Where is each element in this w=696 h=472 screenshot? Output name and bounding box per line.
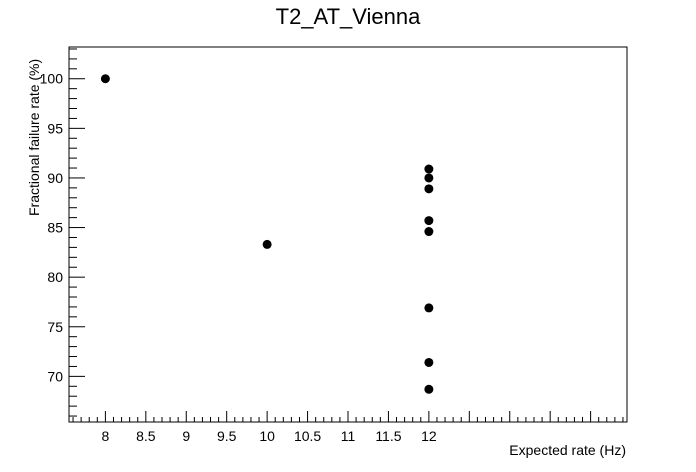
- x-tick-label: 11: [341, 428, 356, 444]
- x-tick-label: 11.5: [375, 428, 401, 444]
- x-tick-label: 9: [182, 428, 190, 444]
- data-point: [100, 74, 110, 84]
- y-tick-label: 75: [47, 319, 63, 335]
- plot-frame: [68, 46, 628, 423]
- y-tick-label: 70: [47, 368, 63, 384]
- data-point: [262, 239, 272, 249]
- x-tick-label: 9.5: [217, 428, 237, 444]
- data-point: [424, 384, 434, 394]
- chart-title: T2_AT_Vienna: [275, 4, 421, 29]
- data-point: [424, 173, 434, 183]
- x-tick-label: 8.5: [136, 428, 156, 444]
- y-tick-label: 100: [40, 71, 64, 87]
- data-points: [100, 74, 434, 394]
- data-point: [424, 357, 434, 367]
- data-point: [424, 184, 434, 194]
- data-point: [424, 303, 434, 313]
- tick-labels: 8 8.5 9 9.5 10 10.5 11 11.5 12 70 75 80 85 90 95 100: [40, 71, 437, 444]
- y-tick-label: 80: [47, 269, 63, 285]
- y-tick-label: 95: [47, 120, 63, 136]
- y-tick-label: 90: [47, 170, 63, 186]
- x-axis-label: Expected rate (Hz): [509, 442, 626, 458]
- y-axis-label: Fractional failure rate (%): [26, 58, 42, 216]
- x-tick-label: 10: [259, 428, 275, 444]
- y-tick-label: 85: [47, 220, 63, 236]
- data-point: [424, 227, 434, 237]
- data-point: [424, 164, 434, 174]
- data-point: [424, 216, 434, 226]
- x-tick-label: 8: [101, 428, 109, 444]
- x-tick-label: 12: [421, 428, 437, 444]
- axis-ticks: [69, 48, 624, 422]
- x-tick-label: 10.5: [294, 428, 321, 444]
